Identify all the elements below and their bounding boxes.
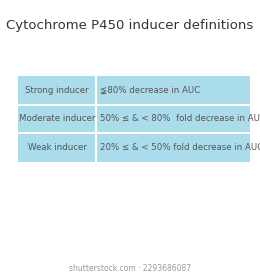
Text: Weak inducer: Weak inducer [28,143,86,152]
Text: 50% ≤ & < 80%  fold decrease in AUC: 50% ≤ & < 80% fold decrease in AUC [100,115,260,123]
Text: Strong inducer: Strong inducer [25,86,89,95]
Text: Cytochrome P450 inducer definitions: Cytochrome P450 inducer definitions [6,19,254,32]
Text: ≨80% decrease in AUC: ≨80% decrease in AUC [100,86,201,95]
Text: Moderate inducer: Moderate inducer [19,115,95,123]
Text: 20% ≤ & < 50% fold decrease in AUC: 20% ≤ & < 50% fold decrease in AUC [100,143,260,152]
FancyBboxPatch shape [18,76,250,162]
Text: shutterstock.com · 2293686087: shutterstock.com · 2293686087 [69,264,191,273]
